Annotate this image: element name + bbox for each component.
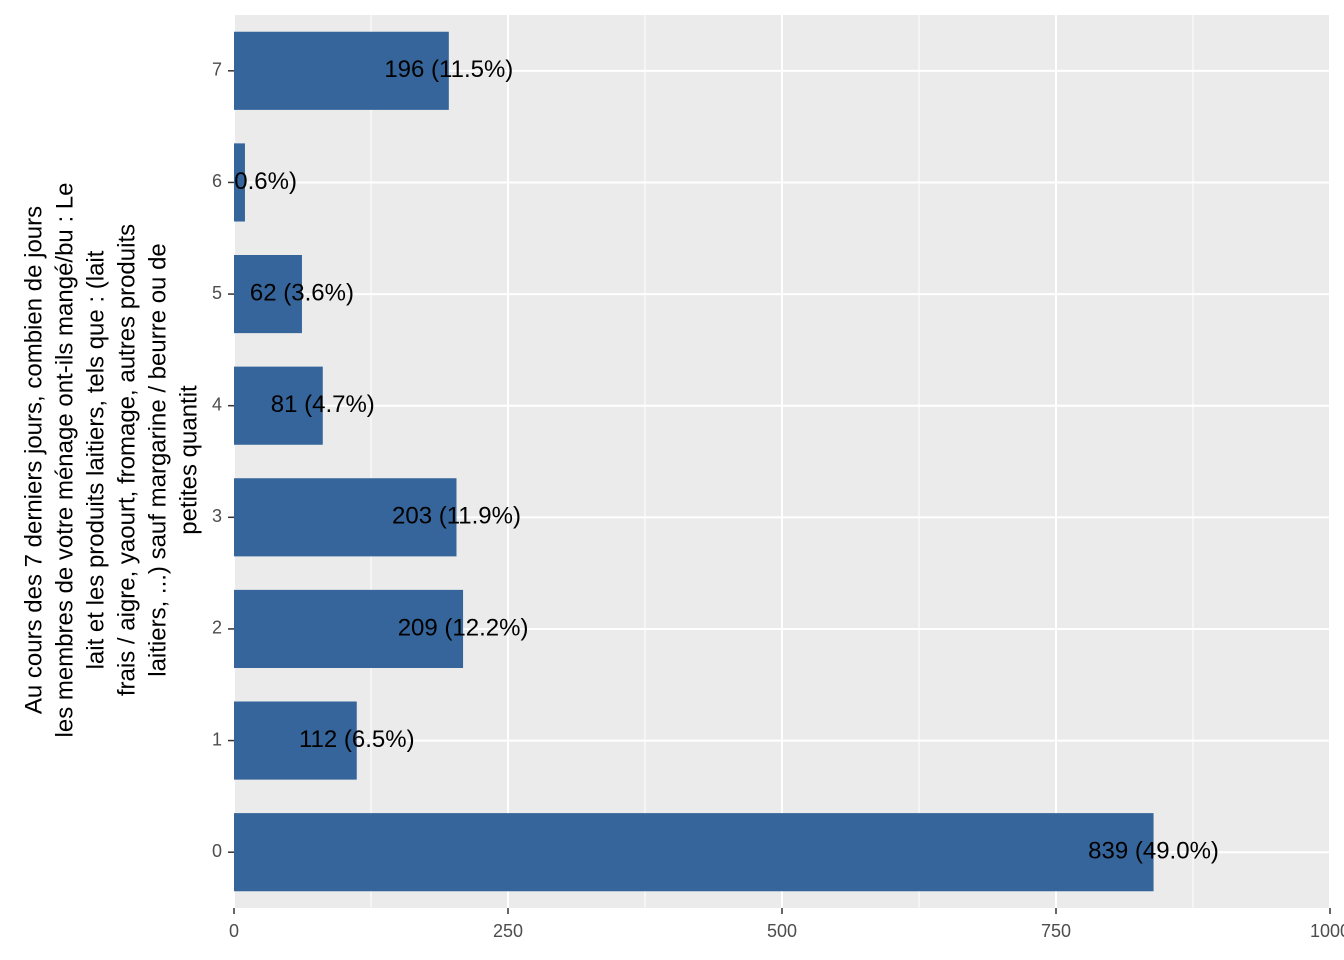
- bar: [234, 366, 323, 445]
- y-axis-title: petites quantit: [175, 385, 202, 535]
- x-tick-label: 250: [493, 921, 523, 941]
- y-tick-label: 7: [212, 60, 222, 80]
- y-axis-title: lait et les produits laitiers, tels que …: [82, 250, 109, 669]
- y-axis-title: les membres de votre ménage ont-ils mang…: [51, 183, 78, 738]
- value-label: 112 (6.5%): [299, 726, 415, 753]
- y-axis-title: laitiers, ...) sauf margarine / beurre o…: [144, 243, 171, 677]
- x-tick-label: 500: [767, 921, 797, 941]
- y-axis-title: Au cours des 7 derniers jours, combien d…: [20, 206, 47, 714]
- y-tick-label: 6: [212, 171, 222, 191]
- bar: [234, 589, 464, 669]
- value-label: 10 (0.6%): [193, 168, 297, 195]
- value-label: 196 (11.5%): [384, 56, 513, 83]
- y-tick-label: 4: [212, 394, 222, 414]
- y-axis-title: frais / aigre, yaourt, fromage, autres p…: [113, 224, 140, 696]
- value-label: 81 (4.7%): [271, 391, 375, 418]
- y-tick-label: 2: [212, 618, 222, 638]
- y-tick-label: 5: [212, 283, 222, 303]
- y-tick-label: 3: [212, 506, 222, 526]
- value-label: 209 (12.2%): [398, 614, 529, 641]
- value-label: 839 (49.0%): [1088, 838, 1219, 865]
- value-label: 62 (3.6%): [250, 279, 354, 306]
- bars: 839 (49.0%) 112 (6.5%) 209 (12.2%) 203 (11.…: [193, 31, 1219, 892]
- bar: [234, 701, 357, 780]
- x-tick-label: 750: [1041, 921, 1071, 941]
- bar: [234, 31, 449, 110]
- bar: [234, 254, 302, 334]
- bar: [234, 143, 245, 222]
- bar: [234, 478, 457, 557]
- bar: [234, 813, 1154, 892]
- x-tick-label: 0: [229, 921, 239, 941]
- y-tick-label: 0: [212, 841, 222, 861]
- value-label: 203 (11.9%): [392, 503, 521, 530]
- y-tick-label: 1: [212, 729, 222, 749]
